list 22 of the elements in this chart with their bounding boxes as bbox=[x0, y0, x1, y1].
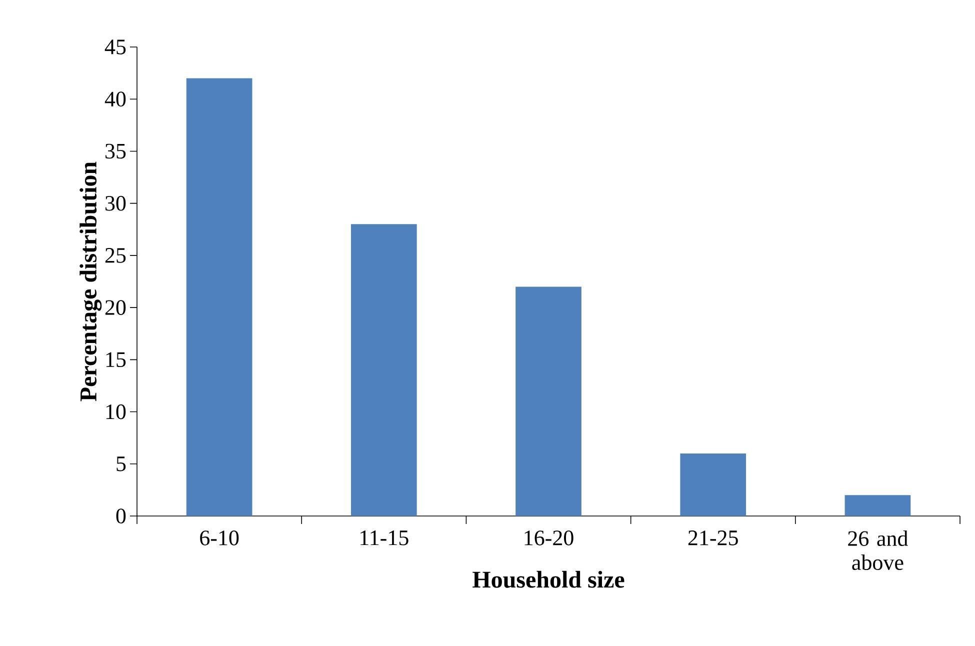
y-tick-label: 15 bbox=[106, 352, 126, 368]
y-tick-label: 10 bbox=[106, 404, 126, 420]
x-tick-label: 6-10 bbox=[200, 530, 239, 546]
x-tick-label: 26 and above bbox=[848, 530, 908, 570]
y-tick-label: 25 bbox=[105, 248, 126, 263]
y-tick-label: 20 bbox=[105, 300, 126, 315]
y-tick-label: 40 bbox=[104, 92, 126, 107]
y-tick-label: 30 bbox=[106, 196, 126, 211]
x-tick-label: 11-15 bbox=[360, 530, 408, 546]
bar bbox=[844, 495, 911, 516]
bar bbox=[680, 453, 746, 516]
bar bbox=[350, 224, 417, 516]
y-tick-label: 35 bbox=[106, 144, 126, 159]
y-axis-title: Percentage distribution bbox=[80, 162, 102, 402]
y-tick-label: 0 bbox=[116, 508, 126, 524]
y-tick-label: 45 bbox=[104, 40, 126, 54]
x-tick-label: 16-20 bbox=[524, 530, 574, 546]
y-tick-label: 5 bbox=[116, 456, 126, 472]
x-tick-label: 21-25 bbox=[688, 530, 738, 546]
bar bbox=[186, 78, 252, 516]
x-axis-title: Household size bbox=[472, 570, 624, 588]
bar bbox=[516, 286, 582, 516]
